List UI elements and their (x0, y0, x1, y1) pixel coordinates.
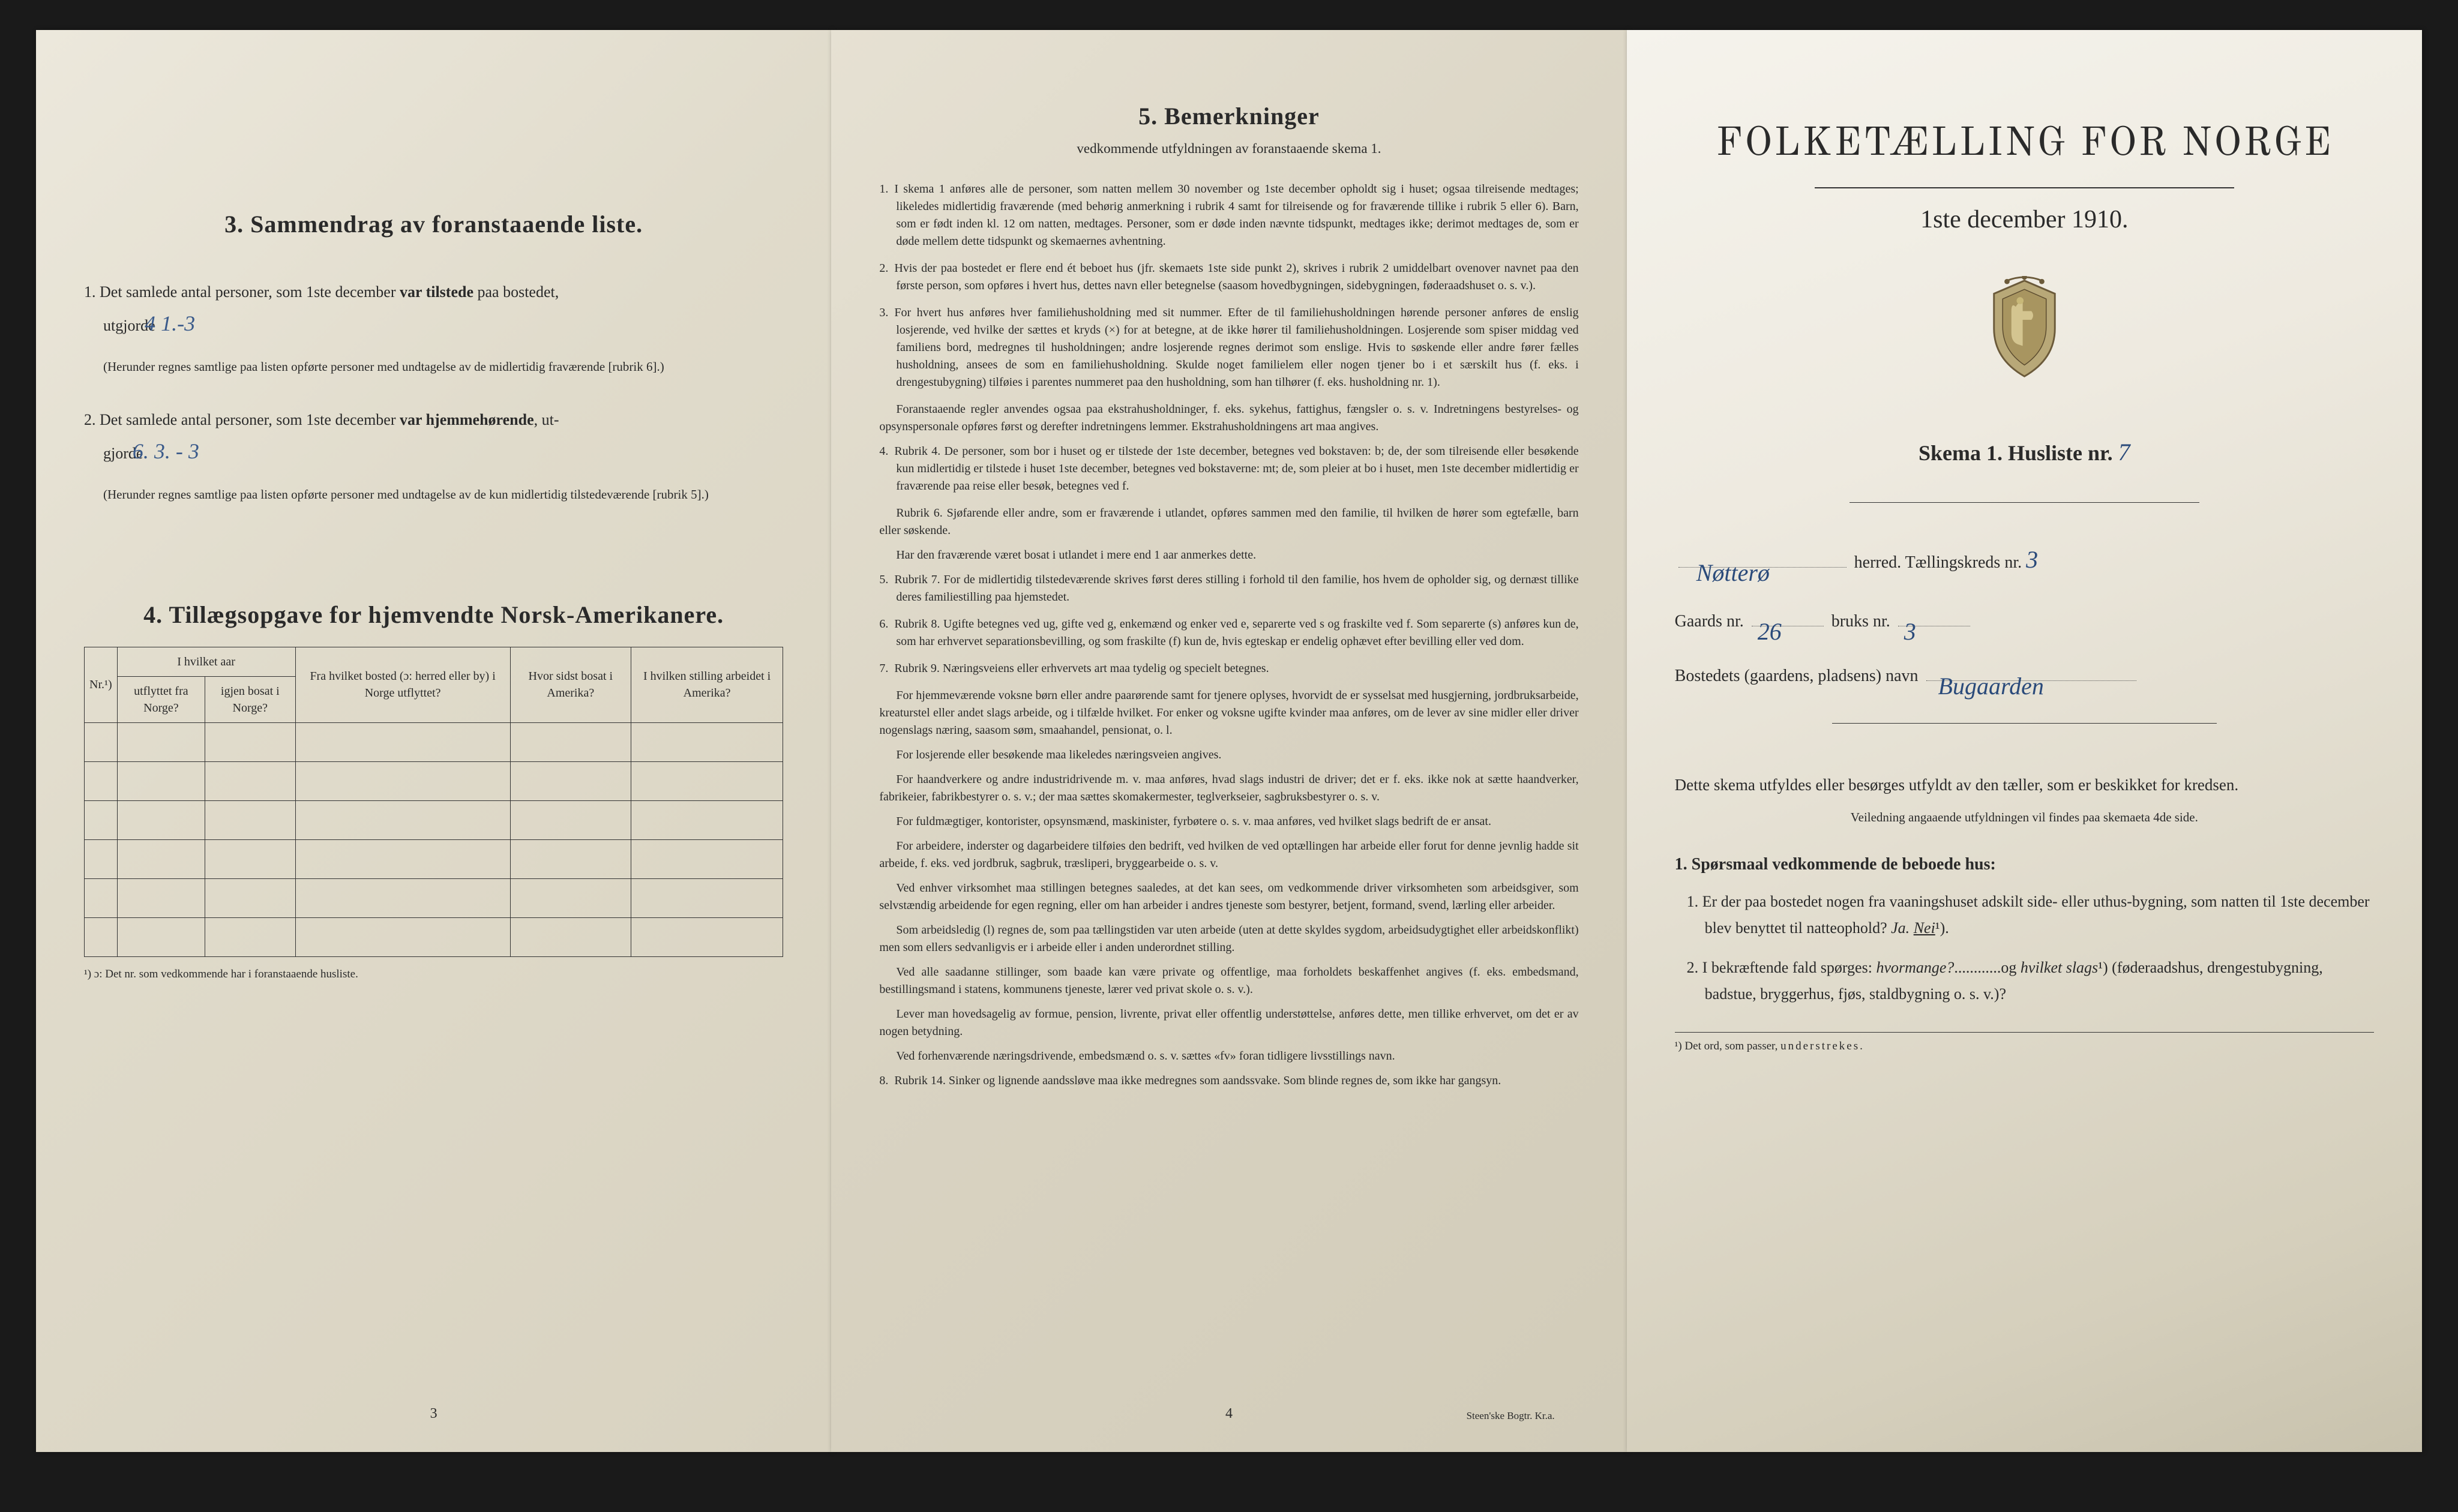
page-number-3: 3 (430, 1406, 437, 1422)
col-bosted: Fra hvilket bosted (ɔ: herred eller by) … (295, 647, 510, 722)
question-heading: 1. Spørsmaal vedkommende de beboede hus: (1675, 855, 2374, 874)
section-4-heading: 4. Tillægsopgave for hjemvendte Norsk-Am… (84, 601, 783, 629)
remark-7-p5: For arbeidere, inderster og dagarbeidere… (879, 838, 1578, 872)
col-stilling: I hvilken stilling arbeidet i Amerika? (631, 647, 783, 722)
table-row (85, 878, 118, 917)
remark-4: 4.Rubrik 4. De personer, som bor i huset… (879, 443, 1578, 495)
kreds-nr: 3 (2026, 546, 2038, 573)
small-instruction: Veiledning angaaende utfyldningen vil fi… (1675, 810, 2374, 825)
col-hvor: Hvor sidst bosat i Amerika? (510, 647, 631, 722)
panel-right: FOLKETÆLLING FOR NORGE 1ste december 191… (1627, 30, 2422, 1452)
table-row (85, 761, 118, 800)
footnote: ¹) Det ord, som passer, understrekes. (1675, 1032, 2374, 1053)
question-2: 2. I bekræftende fald spørges: hvormange… (1675, 955, 2374, 1007)
bosted-line: Bostedets (gaardens, pladsens) navn Buga… (1675, 659, 2374, 693)
page-number-4: 4 (1225, 1406, 1233, 1422)
remark-7-p10: Ved forhenværende næringsdrivende, embed… (879, 1048, 1578, 1065)
document-panels: 3. Sammendrag av foranstaaende liste. 1.… (36, 30, 2422, 1452)
herred-line: Nøtterø herred. Tællingskreds nr. 3 (1675, 536, 2374, 584)
remark-7-p4: For fuldmægtiger, kontorister, opsynsmæn… (879, 813, 1578, 830)
col-aar: I hvilket aar (117, 647, 295, 676)
table-row (85, 722, 118, 761)
item-2-note: (Herunder regnes samtlige paa listen opf… (84, 485, 783, 505)
gaards-nr: 26 (1758, 608, 1782, 656)
tillaeg-table: Nr.¹) I hvilket aar Fra hvilket bosted (… (84, 647, 783, 957)
remark-4-extra2: Har den fraværende været bosat i utlande… (879, 547, 1578, 564)
col-utflyttet: utflyttet fra Norge? (117, 676, 205, 722)
bruks-nr: 3 (1904, 608, 1916, 656)
remark-1: 1.I skema 1 anføres alle de personer, so… (879, 181, 1578, 250)
coat-of-arms-icon (1675, 276, 2374, 384)
remark-3: 3.For hvert hus anføres hver familiehush… (879, 304, 1578, 391)
table-footnote: ¹) ɔ: Det nr. som vedkommende har i fora… (84, 968, 783, 981)
remark-7-p2: For losjerende eller besøkende maa likel… (879, 746, 1578, 764)
herred-name: Nøtterø (1696, 549, 1770, 597)
bosted-name: Bugaarden (1938, 662, 2044, 710)
remark-7-p1: For hjemmeværende voksne børn eller andr… (879, 687, 1578, 739)
section-5-heading: 5. Bemerkninger (879, 102, 1578, 130)
item-1: 1. Det samlede antal personer, som 1ste … (84, 279, 783, 342)
remark-7-p3: For haandverkere og andre industridriven… (879, 771, 1578, 806)
handwritten-count-2: 6. 3. - 3 (152, 433, 199, 470)
main-title: FOLKETÆLLING FOR NORGE (1675, 120, 2374, 169)
panel-left: 3. Sammendrag av foranstaaende liste. 1.… (36, 30, 831, 1452)
printer-note: Steen'ske Bogtr. Kr.a. (1467, 1410, 1555, 1422)
table-row (85, 800, 118, 839)
item-1-note: (Herunder regnes samtlige paa listen opf… (84, 358, 783, 377)
table-row (85, 839, 118, 878)
husliste-nr: 7 (2118, 439, 2130, 466)
col-igjen: igjen bosat i Norge? (205, 676, 295, 722)
main-date: 1ste december 1910. (1675, 205, 2374, 234)
handwritten-count-1: 4 1.-3 (164, 305, 200, 342)
panel-middle: 5. Bemerkninger vedkommende utfyldningen… (831, 30, 1626, 1452)
item-2: 2. Det samlede antal personer, som 1ste … (84, 407, 783, 470)
table-row (85, 917, 118, 956)
remark-7-p8: Ved alle saadanne stillinger, som baade … (879, 964, 1578, 998)
remark-5: 5.Rubrik 7. For de midlertidig tilstedev… (879, 571, 1578, 606)
gaards-line: Gaards nr. 26 bruks nr. 3 (1675, 605, 2374, 638)
instruction-text: Dette skema utfyldes eller besørges utfy… (1675, 772, 2374, 799)
question-1: 1. Er der paa bostedet nogen fra vaaning… (1675, 889, 2374, 941)
remark-7: 7.Rubrik 9. Næringsveiens eller erhverve… (879, 660, 1578, 677)
remark-8: 8.Rubrik 14. Sinker og lignende aandsslø… (879, 1072, 1578, 1090)
remark-4-extra1: Rubrik 6. Sjøfarende eller andre, som er… (879, 505, 1578, 539)
section-5-subheading: vedkommende utfyldningen av foranstaaend… (879, 141, 1578, 157)
remark-6: 6.Rubrik 8. Ugifte betegnes ved ug, gift… (879, 616, 1578, 650)
remark-3-extra: Foranstaaende regler anvendes ogsaa paa … (879, 401, 1578, 436)
remark-7-p7: Som arbeidsledig (l) regnes de, som paa … (879, 922, 1578, 956)
section-3-heading: 3. Sammendrag av foranstaaende liste. (84, 210, 783, 238)
col-nr: Nr.¹) (85, 647, 118, 722)
remark-7-p6: Ved enhver virksomhet maa stillingen bet… (879, 880, 1578, 914)
remark-2: 2.Hvis der paa bostedet er flere end ét … (879, 260, 1578, 295)
remark-7-p9: Lever man hovedsagelig av formue, pensio… (879, 1006, 1578, 1040)
skema-line: Skema 1. Husliste nr. 7 (1675, 438, 2374, 466)
